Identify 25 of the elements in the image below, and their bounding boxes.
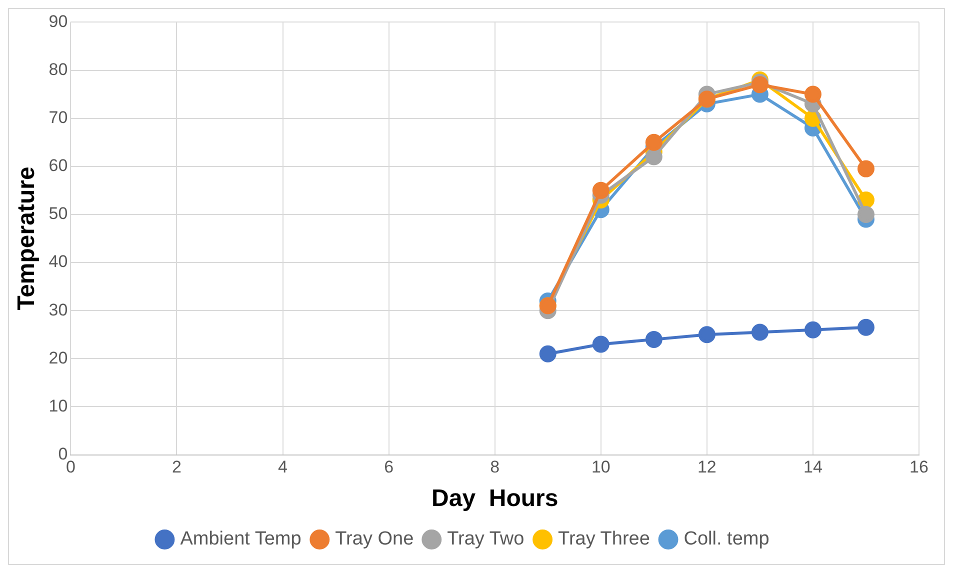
y-tick-label: 10 [48,396,68,416]
legend-label: Tray One [335,528,414,550]
y-tick-label: 50 [48,204,68,224]
x-tick-label: 6 [384,458,394,477]
x-tick-label: 10 [591,458,610,477]
y-tick-label: 40 [48,252,68,272]
x-tick-label: 8 [490,458,500,477]
x-tick-label: 16 [910,458,928,477]
y-tick-label: 30 [48,300,68,320]
y-axis-title: Temperature [13,166,40,310]
legend-label: Tray Two [447,528,524,550]
y-tick-label: 70 [48,108,68,128]
y-tick-label: 90 [48,12,68,31]
legend-label: Coll. temp [684,528,770,550]
x-axis-title: Day Hours [432,485,558,512]
legend-label: Ambient Temp [180,528,302,550]
legend-label: Tray Three [558,528,650,550]
y-tick-label: 80 [48,60,68,79]
x-tick-label: 4 [278,458,288,477]
x-tick-label: 12 [697,458,716,477]
x-tick-label: 14 [804,458,822,477]
y-tick-label: 20 [48,348,68,368]
y-tick-label: 60 [48,156,68,176]
y-tick-label: 0 [58,444,68,464]
x-tick-label: 2 [172,458,182,477]
